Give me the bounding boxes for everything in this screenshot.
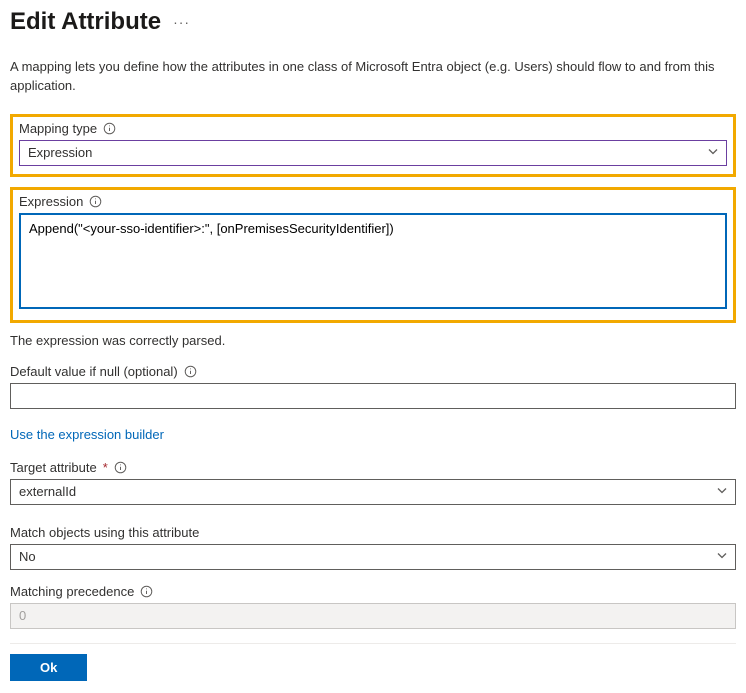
info-icon[interactable] [184,365,197,378]
info-icon[interactable] [114,461,127,474]
page-description: A mapping lets you define how the attrib… [10,58,736,96]
ok-button[interactable]: Ok [10,654,87,681]
more-icon[interactable]: ··· [173,14,190,30]
required-indicator: * [103,460,108,475]
info-icon[interactable] [89,195,102,208]
matching-precedence-label: Matching precedence [10,584,134,599]
expression-textarea[interactable] [19,213,727,309]
mapping-type-value: Expression [28,145,92,160]
expression-highlight: Expression [10,187,736,323]
target-attribute-value: externalId [19,484,76,499]
mapping-type-label: Mapping type [19,121,97,136]
info-icon[interactable] [140,585,153,598]
expression-status: The expression was correctly parsed. [10,333,736,348]
default-value-label: Default value if null (optional) [10,364,178,379]
default-value-input[interactable] [10,383,736,409]
mapping-type-highlight: Mapping type Expression [10,114,736,177]
matching-precedence-input [10,603,736,629]
page-title: Edit Attribute [10,8,161,36]
match-objects-select[interactable]: No [10,544,736,570]
info-icon[interactable] [103,122,116,135]
target-attribute-label: Target attribute [10,460,97,475]
mapping-type-select[interactable]: Expression [19,140,727,166]
match-objects-value: No [19,549,36,564]
expression-label: Expression [19,194,83,209]
target-attribute-select[interactable]: externalId [10,479,736,505]
expression-builder-link[interactable]: Use the expression builder [10,427,164,442]
match-objects-label: Match objects using this attribute [10,525,199,540]
